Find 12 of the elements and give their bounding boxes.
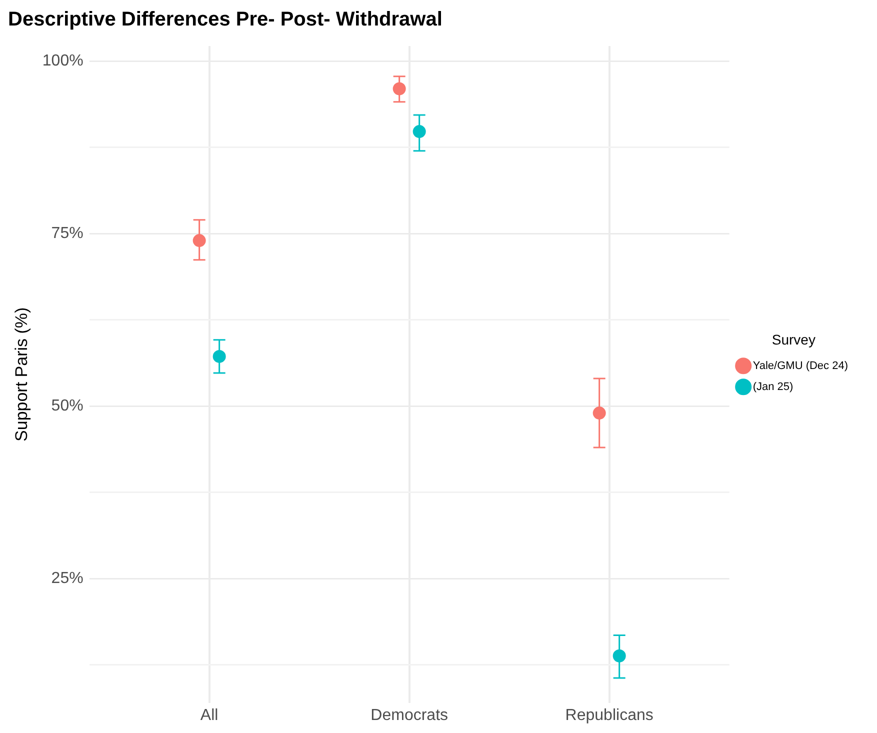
y-tick-label: 50% [51,398,84,415]
y-tick-label: 25% [51,570,84,588]
legend-title: Survey [772,331,816,348]
x-tick-label: Democrats [370,706,448,724]
x-tick-label: Republicans [565,706,654,724]
chart-title: Descriptive Differences Pre- Post- Withdrawal [8,8,442,31]
y-tick-label: 75% [51,225,84,242]
y-tick-label: 100% [42,52,84,70]
legend-label: Yale/GMU (Dec 24) [752,360,848,372]
y-axis-title: Support Paris (%) [12,307,31,442]
legend-label: (Jan 25) [752,380,794,393]
x-tick-label: All [200,706,218,724]
